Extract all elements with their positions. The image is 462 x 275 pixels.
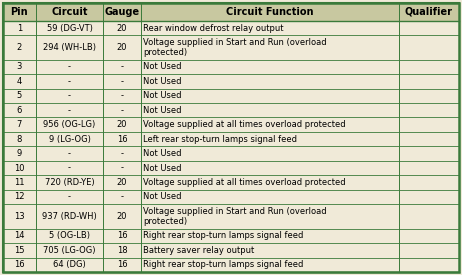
Text: 16: 16 bbox=[117, 231, 128, 240]
Text: 20: 20 bbox=[117, 212, 127, 221]
Text: Not Used: Not Used bbox=[143, 149, 182, 158]
Bar bbox=[3, 103, 459, 117]
Text: 7: 7 bbox=[17, 120, 22, 129]
Text: Voltage supplied in Start and Run (overload
protected): Voltage supplied in Start and Run (overl… bbox=[143, 207, 327, 226]
Text: Voltage supplied at all times overload protected: Voltage supplied at all times overload p… bbox=[143, 120, 346, 129]
Bar bbox=[3, 132, 459, 146]
Text: -: - bbox=[121, 91, 123, 100]
Text: Battery saver relay output: Battery saver relay output bbox=[143, 246, 255, 255]
Text: 5 (OG-LB): 5 (OG-LB) bbox=[49, 231, 90, 240]
Bar bbox=[3, 243, 459, 258]
Text: 20: 20 bbox=[117, 23, 127, 32]
Text: 4: 4 bbox=[17, 77, 22, 86]
Text: -: - bbox=[121, 62, 123, 72]
Bar bbox=[3, 3, 459, 21]
Text: 18: 18 bbox=[117, 246, 128, 255]
Text: 16: 16 bbox=[14, 260, 25, 269]
Text: 20: 20 bbox=[117, 120, 127, 129]
Bar bbox=[3, 204, 459, 229]
Text: 16: 16 bbox=[117, 260, 128, 269]
Text: Voltage supplied in Start and Run (overload
protected): Voltage supplied in Start and Run (overl… bbox=[143, 38, 327, 57]
Bar bbox=[3, 190, 459, 204]
Bar bbox=[3, 258, 459, 272]
Text: 8: 8 bbox=[17, 135, 22, 144]
Text: 14: 14 bbox=[14, 231, 24, 240]
Text: Left rear stop-turn lamps signal feed: Left rear stop-turn lamps signal feed bbox=[143, 135, 297, 144]
Bar bbox=[3, 175, 459, 190]
Text: -: - bbox=[68, 77, 71, 86]
Bar bbox=[3, 117, 459, 132]
Text: 5: 5 bbox=[17, 91, 22, 100]
Text: Right rear stop-turn lamps signal feed: Right rear stop-turn lamps signal feed bbox=[143, 231, 304, 240]
Text: -: - bbox=[121, 149, 123, 158]
Text: 1: 1 bbox=[17, 23, 22, 32]
Text: 10: 10 bbox=[14, 164, 24, 173]
Text: 294 (WH-LB): 294 (WH-LB) bbox=[43, 43, 96, 52]
Text: Voltage supplied at all times overload protected: Voltage supplied at all times overload p… bbox=[143, 178, 346, 187]
Text: 2: 2 bbox=[17, 43, 22, 52]
Text: 937 (RD-WH): 937 (RD-WH) bbox=[42, 212, 97, 221]
Text: -: - bbox=[68, 62, 71, 72]
Text: 11: 11 bbox=[14, 178, 24, 187]
Text: Qualifier: Qualifier bbox=[405, 7, 453, 17]
Text: 3: 3 bbox=[17, 62, 22, 72]
Text: -: - bbox=[68, 164, 71, 173]
Text: 16: 16 bbox=[117, 135, 128, 144]
Text: -: - bbox=[68, 149, 71, 158]
Text: Right rear stop-turn lamps signal feed: Right rear stop-turn lamps signal feed bbox=[143, 260, 304, 269]
Text: Not Used: Not Used bbox=[143, 192, 182, 202]
Bar bbox=[3, 21, 459, 35]
Bar bbox=[3, 161, 459, 175]
Text: Not Used: Not Used bbox=[143, 62, 182, 72]
Text: 6: 6 bbox=[17, 106, 22, 115]
Text: -: - bbox=[68, 106, 71, 115]
Text: 705 (LG-OG): 705 (LG-OG) bbox=[43, 246, 96, 255]
Bar bbox=[3, 60, 459, 74]
Text: Circuit Function: Circuit Function bbox=[226, 7, 314, 17]
Text: -: - bbox=[68, 91, 71, 100]
Text: Rear window defrost relay output: Rear window defrost relay output bbox=[143, 23, 284, 32]
Text: 15: 15 bbox=[14, 246, 24, 255]
Text: Not Used: Not Used bbox=[143, 77, 182, 86]
Bar bbox=[3, 229, 459, 243]
Text: 9 (LG-OG): 9 (LG-OG) bbox=[49, 135, 91, 144]
Text: Pin: Pin bbox=[11, 7, 28, 17]
Text: Gauge: Gauge bbox=[104, 7, 140, 17]
Bar bbox=[3, 74, 459, 89]
Text: 12: 12 bbox=[14, 192, 24, 202]
Text: Not Used: Not Used bbox=[143, 106, 182, 115]
Text: 956 (OG-LG): 956 (OG-LG) bbox=[43, 120, 96, 129]
Text: 59 (DG-VT): 59 (DG-VT) bbox=[47, 23, 92, 32]
Text: 9: 9 bbox=[17, 149, 22, 158]
Text: 13: 13 bbox=[14, 212, 25, 221]
Bar bbox=[3, 146, 459, 161]
Text: 720 (RD-YE): 720 (RD-YE) bbox=[45, 178, 94, 187]
Text: Not Used: Not Used bbox=[143, 91, 182, 100]
Text: 20: 20 bbox=[117, 178, 127, 187]
Text: 64 (DG): 64 (DG) bbox=[53, 260, 86, 269]
Text: 20: 20 bbox=[117, 43, 127, 52]
Text: -: - bbox=[68, 192, 71, 202]
Text: -: - bbox=[121, 77, 123, 86]
Bar bbox=[3, 35, 459, 60]
Text: -: - bbox=[121, 192, 123, 202]
Text: Not Used: Not Used bbox=[143, 164, 182, 173]
Text: Circuit: Circuit bbox=[51, 7, 88, 17]
Text: -: - bbox=[121, 164, 123, 173]
Text: -: - bbox=[121, 106, 123, 115]
Bar bbox=[3, 89, 459, 103]
